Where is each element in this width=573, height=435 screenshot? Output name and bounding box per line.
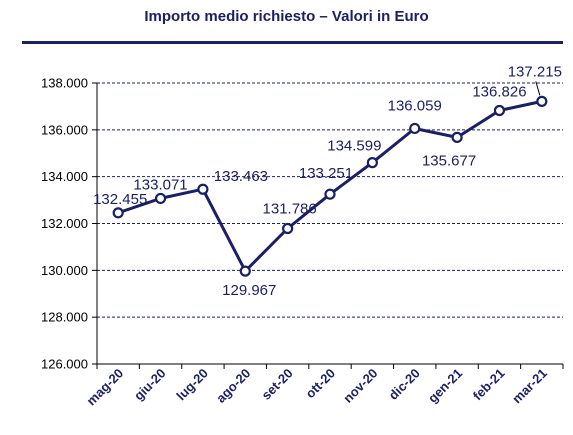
x-tick-label: ago-20 bbox=[213, 366, 253, 406]
data-point bbox=[536, 95, 548, 107]
data-point bbox=[282, 222, 294, 235]
label-leader-line bbox=[535, 81, 541, 96]
data-point bbox=[324, 188, 336, 200]
data-label: 136.826 bbox=[472, 83, 526, 100]
gridlines bbox=[97, 82, 563, 318]
x-tick-label: giu-20 bbox=[131, 366, 169, 404]
x-tick-label: mar-21 bbox=[509, 366, 550, 407]
x-tick-label: ott-20 bbox=[302, 366, 338, 402]
title-underline bbox=[22, 41, 563, 44]
data-label: 134.599 bbox=[327, 138, 381, 155]
data-point bbox=[197, 183, 209, 195]
chart-title: Importo medio richiesto – Valori in Euro bbox=[144, 8, 429, 25]
x-tick-label: dic-20 bbox=[386, 366, 423, 403]
data-point bbox=[154, 192, 167, 205]
data-point bbox=[239, 265, 251, 277]
data-points bbox=[112, 95, 548, 277]
y-tick-label: 126.000 bbox=[41, 357, 88, 372]
data-label: 136.059 bbox=[388, 97, 442, 114]
y-tick-label: 128.000 bbox=[41, 310, 88, 325]
axes bbox=[92, 82, 564, 369]
data-label: 137.215 bbox=[508, 63, 562, 80]
data-label: 133.071 bbox=[133, 176, 187, 193]
data-point bbox=[112, 207, 124, 219]
x-tick-labels: mag-20 giu-20 lug-20 ago-20 set-20 ott-20 nov-… bbox=[84, 366, 550, 409]
x-tick-label: feb-21 bbox=[470, 366, 508, 404]
x-tick-label: set-20 bbox=[259, 366, 296, 403]
y-tick-label: 134.000 bbox=[41, 169, 88, 184]
data-point bbox=[493, 104, 506, 117]
data-point bbox=[366, 157, 378, 169]
data-point bbox=[451, 131, 463, 143]
x-tick-label: lug-20 bbox=[173, 366, 211, 404]
data-label: 129.967 bbox=[222, 282, 276, 299]
y-tick-label: 130.000 bbox=[41, 263, 88, 278]
y-tick-labels: 126.000 128.000 130.000 132.000 134.000 136.0… bbox=[41, 76, 88, 372]
x-tick-label: nov-20 bbox=[340, 366, 380, 406]
data-label: 135.677 bbox=[422, 152, 476, 169]
x-tick-label: mag-20 bbox=[84, 366, 127, 409]
data-label: 133.463 bbox=[214, 168, 268, 185]
y-tick-label: 138.000 bbox=[41, 76, 88, 91]
data-label: 133.251 bbox=[299, 165, 353, 182]
y-tick-label: 132.000 bbox=[41, 216, 88, 231]
x-tick-label: gen-21 bbox=[425, 366, 465, 406]
data-label: 131.786 bbox=[263, 201, 317, 218]
data-point bbox=[409, 122, 421, 135]
y-tick-label: 136.000 bbox=[41, 122, 88, 137]
data-label: 132.455 bbox=[93, 191, 147, 208]
